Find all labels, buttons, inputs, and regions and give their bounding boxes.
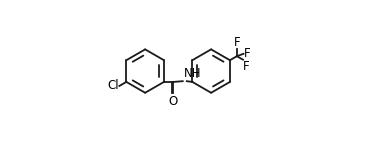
Text: Cl: Cl bbox=[107, 79, 119, 92]
Text: F: F bbox=[244, 47, 250, 60]
Text: F: F bbox=[243, 60, 250, 73]
Text: O: O bbox=[169, 95, 178, 108]
Text: F: F bbox=[234, 36, 240, 49]
Text: NH: NH bbox=[183, 67, 201, 80]
